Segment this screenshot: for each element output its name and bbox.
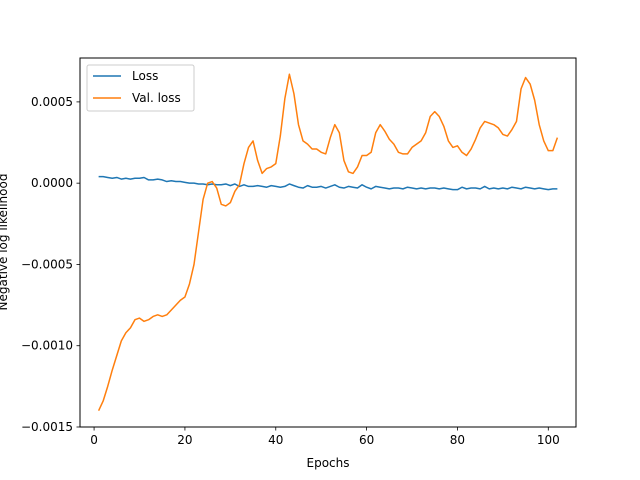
legend: Loss Val. loss xyxy=(86,64,195,112)
x-tick-label: 20 xyxy=(177,433,192,447)
y-tick-label: −0.0015 xyxy=(21,420,73,434)
y-tick-label: 0.0000 xyxy=(31,176,73,190)
series-line-val-loss xyxy=(97,73,559,412)
x-tick-label: 80 xyxy=(450,433,465,447)
legend-label-val-loss: Val. loss xyxy=(132,91,181,105)
y-tick-label: 0.0005 xyxy=(31,95,73,109)
x-axis: 0 20 40 60 80 100 xyxy=(90,427,560,447)
legend-label-loss: Loss xyxy=(132,69,158,83)
y-tick-label: −0.0010 xyxy=(21,339,73,353)
series-line-loss xyxy=(98,175,558,191)
y-axis-label: Negative log likelihood xyxy=(0,174,10,311)
plot-frame xyxy=(79,57,577,428)
x-tick-label: 0 xyxy=(90,433,98,447)
x-tick-label: 40 xyxy=(268,433,283,447)
x-tick-label: 60 xyxy=(359,433,374,447)
y-axis: −0.0015 −0.0010 −0.0005 0.0000 0.0005 xyxy=(21,95,80,434)
series-layer xyxy=(97,73,559,412)
x-tick-label: 100 xyxy=(537,433,560,447)
x-axis-label: Epochs xyxy=(307,456,350,470)
y-tick-label: −0.0005 xyxy=(21,257,73,271)
